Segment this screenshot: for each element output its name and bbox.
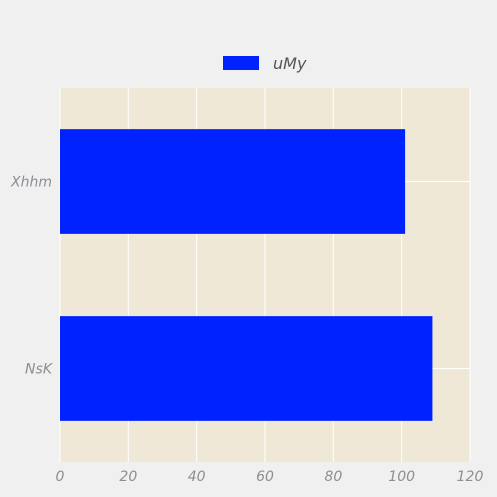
bar-Xhhm [60,129,406,234]
y-tick-label-1: Xhhm [10,175,52,191]
x-tick-label-4: 80 [324,469,342,485]
x-tick-label-6: 120 [457,469,484,485]
legend-swatch [223,56,259,70]
x-tick-label-2: 40 [188,469,206,485]
x-tick-label-3: 60 [256,469,274,485]
legend-label: uMy [273,54,307,73]
legend: uMy [223,54,307,73]
y-tick-label-0: NsK [25,362,54,378]
bars [60,129,433,421]
bar-NsK [60,316,433,421]
x-tick-label-5: 100 [388,469,415,485]
x-axis-ticks: 0 20 40 60 80 100 120 [56,469,484,485]
x-tick-label-1: 20 [119,469,137,485]
x-tick-label-0: 0 [56,469,65,485]
y-axis-ticks: NsK Xhhm [10,175,54,378]
